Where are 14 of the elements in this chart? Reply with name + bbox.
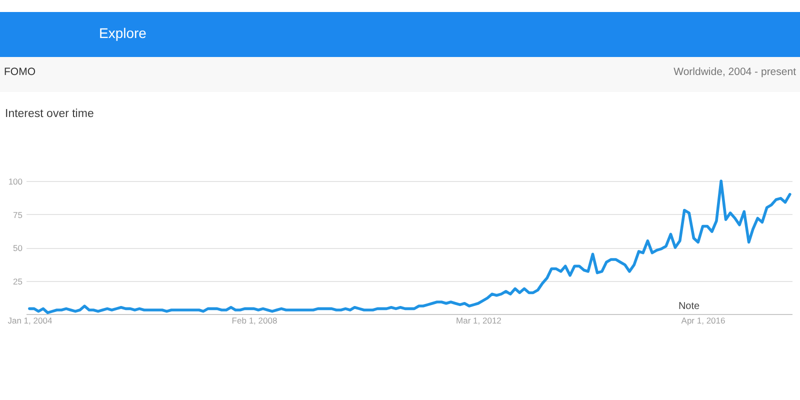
line-series [28, 180, 792, 314]
y-tick-label: 75 [13, 210, 23, 220]
annotation: Note [678, 301, 700, 312]
y-tick-label: 25 [13, 276, 23, 286]
text: Worldwide, 2004 - present [674, 66, 796, 78]
y-tick-label: 50 [13, 243, 23, 253]
x-tick-label: Jan 1, 2004 [8, 316, 52, 326]
text: Explore [99, 25, 147, 41]
text: FOMO [4, 66, 36, 78]
x-tick-label: Apr 1, 2016 [681, 316, 726, 326]
y-tick-label: 100 [8, 176, 23, 186]
x-tick-label: Feb 1, 2008 [232, 316, 278, 326]
x-tick-label: Mar 1, 2012 [456, 316, 502, 326]
chart-title: Interest over time [5, 108, 94, 120]
